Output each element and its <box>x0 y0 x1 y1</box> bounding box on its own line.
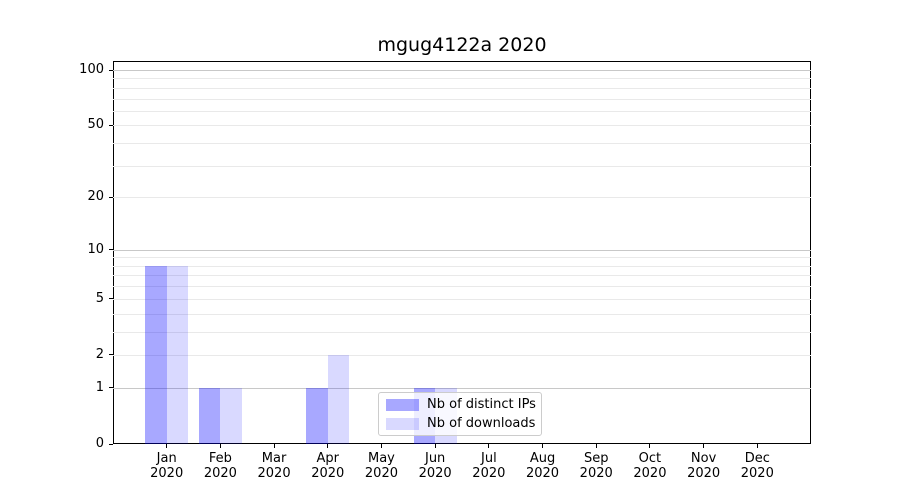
x-tick-sep <box>595 444 597 448</box>
x-tick-jan <box>166 444 168 448</box>
legend-item-distinct-ips: Nb of distinct IPs <box>386 396 536 413</box>
bar-nb-of-downloads-feb <box>220 387 242 444</box>
x-tick-mar <box>273 444 275 448</box>
x-label-year-sep: 2020 <box>579 466 613 481</box>
gridline-minor-90 <box>113 78 811 80</box>
x-tick-jun <box>434 444 436 448</box>
y-tick-label-2: 2 <box>95 346 104 362</box>
gridline-major-10 <box>113 249 811 251</box>
y-tick-label-50: 50 <box>87 117 104 133</box>
x-tick-label-apr: Apr 2020 <box>300 451 356 481</box>
x-tick-label-mar: Mar 2020 <box>246 451 302 481</box>
x-label-month-apr: Apr <box>316 451 340 466</box>
bar-nb-of-downloads-apr <box>327 354 350 444</box>
x-label-year-jul: 2020 <box>472 466 506 481</box>
x-label-year-aug: 2020 <box>525 466 560 481</box>
legend-label-downloads: Nb of downloads <box>427 415 536 431</box>
gridline-minor-2 <box>113 354 811 356</box>
y-tick-0 <box>109 443 113 445</box>
y-tick-label-0: 0 <box>95 436 104 451</box>
gridline-major-100 <box>113 70 811 71</box>
bar-nb-of-distinct-ips-apr <box>306 387 328 444</box>
x-label-year-oct: 2020 <box>633 466 667 481</box>
x-tick-label-feb: Feb 2020 <box>192 451 248 481</box>
legend-swatch-distinct-ips <box>386 398 419 411</box>
x-label-month-jun: Jun <box>424 451 446 466</box>
x-tick-aug <box>542 444 544 448</box>
x-label-year-mar: 2020 <box>257 466 291 481</box>
y-tick-label-20: 20 <box>87 189 104 205</box>
gridline-minor-9 <box>113 257 811 259</box>
x-label-month-feb: Feb <box>208 451 232 466</box>
gridline-minor-30 <box>113 165 811 167</box>
gridline-minor-6 <box>113 286 811 288</box>
x-label-month-jul: Jul <box>481 451 497 466</box>
x-label-year-apr: 2020 <box>311 466 345 481</box>
y-tick-label-1: 1 <box>95 379 104 395</box>
chart-title: mgug4122a 2020 <box>377 34 547 56</box>
x-tick-label-sep: Sep 2020 <box>568 451 624 481</box>
y-tick-1 <box>109 387 113 389</box>
x-label-month-oct: Oct <box>638 451 662 466</box>
bar-nb-of-distinct-ips-jan <box>145 265 167 444</box>
legend-label-distinct-ips: Nb of distinct IPs <box>427 396 536 412</box>
x-label-month-dec: Dec <box>744 451 770 466</box>
x-label-year-nov: 2020 <box>687 466 721 481</box>
gridline-minor-3 <box>113 331 811 333</box>
x-tick-label-dec: Dec 2020 <box>729 451 785 481</box>
x-label-month-mar: Mar <box>261 451 287 466</box>
gridline-major-1 <box>113 387 811 389</box>
x-label-year-feb: 2020 <box>203 466 237 481</box>
gridline-minor-50 <box>113 125 811 127</box>
x-tick-dec <box>756 444 758 448</box>
x-tick-label-jan: Jan 2020 <box>139 451 195 481</box>
x-tick-apr <box>327 444 329 448</box>
gridline-minor-8 <box>113 265 811 267</box>
x-label-month-jan: Jan <box>156 451 177 466</box>
x-label-month-nov: Nov <box>690 451 717 466</box>
y-tick-10 <box>109 249 113 251</box>
x-label-month-aug: Aug <box>529 451 556 466</box>
gridline-minor-40 <box>113 143 811 145</box>
x-tick-nov <box>703 444 705 448</box>
gridline-minor-7 <box>113 275 811 277</box>
legend-swatch-downloads <box>386 417 419 430</box>
x-tick-label-may: May 2020 <box>353 451 409 481</box>
gridline-minor-70 <box>113 98 811 100</box>
x-label-month-may: May <box>368 451 395 466</box>
y-tick-5 <box>109 298 113 300</box>
gridline-minor-80 <box>113 87 811 89</box>
x-tick-feb <box>219 444 221 448</box>
x-tick-label-nov: Nov 2020 <box>676 451 732 481</box>
x-label-year-may: 2020 <box>364 466 398 481</box>
y-tick-label-5: 5 <box>95 290 104 306</box>
x-tick-may <box>380 444 382 448</box>
x-tick-label-jun: Jun 2020 <box>407 451 463 481</box>
legend-item-downloads: Nb of downloads <box>386 415 536 432</box>
bar-nb-of-distinct-ips-feb <box>198 387 221 444</box>
x-tick-label-aug: Aug 2020 <box>515 451 571 481</box>
x-label-month-sep: Sep <box>583 451 609 466</box>
x-tick-oct <box>649 444 651 448</box>
y-tick-100 <box>109 69 113 71</box>
y-tick-label-10: 10 <box>87 241 104 257</box>
gridline-minor-20 <box>113 197 811 199</box>
plot-area <box>113 61 811 444</box>
y-tick-50 <box>109 124 113 126</box>
x-tick-label-jul: Jul 2020 <box>461 451 517 481</box>
y-tick-2 <box>109 354 113 356</box>
x-tick-label-oct: Oct 2020 <box>622 451 678 481</box>
gridline-minor-4 <box>113 313 811 315</box>
x-label-year-dec: 2020 <box>740 466 774 481</box>
x-label-year-jan: 2020 <box>150 466 184 481</box>
legend: Nb of distinct IPs Nb of downloads <box>378 392 542 436</box>
y-tick-label-100: 100 <box>79 62 104 77</box>
y-tick-20 <box>109 196 113 198</box>
gridline-minor-5 <box>113 298 811 300</box>
bar-nb-of-downloads-jan <box>166 265 189 444</box>
x-label-year-jun: 2020 <box>418 466 452 481</box>
gridline-minor-60 <box>113 110 811 112</box>
x-tick-jul <box>488 444 490 448</box>
